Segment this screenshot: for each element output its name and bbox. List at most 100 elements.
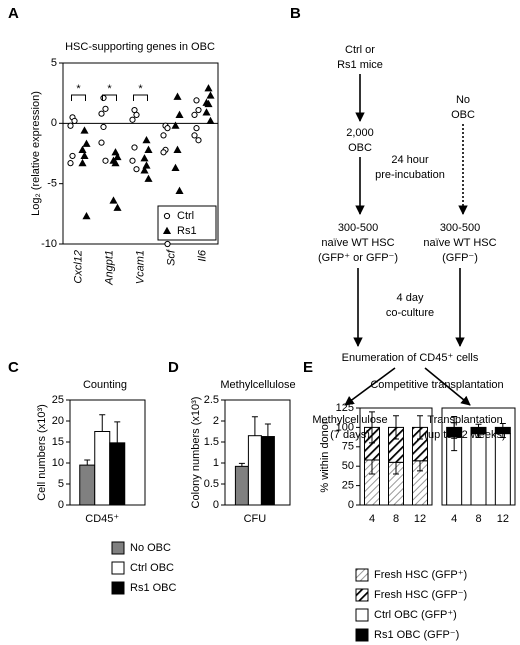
point — [191, 132, 198, 139]
y-tick-label: 0 — [51, 117, 57, 129]
point — [173, 145, 182, 153]
x-tick-label: CD45⁺ — [85, 513, 119, 525]
legend-swatch — [355, 608, 369, 622]
panel-label: B — [290, 5, 301, 22]
point — [195, 106, 202, 114]
error-bar — [251, 416, 258, 436]
flow-node-text: No — [456, 94, 470, 106]
point — [140, 154, 149, 162]
y-tick-label: 50 — [342, 460, 354, 472]
chart-title: Counting — [83, 379, 127, 391]
x-tick-label: 8 — [393, 513, 399, 525]
flow-node-text: OBC — [348, 142, 372, 154]
x-tick-label: 12 — [497, 513, 509, 525]
legend-marker — [162, 226, 172, 235]
significance-bracket — [102, 94, 117, 101]
y-tick-label: 0.5 — [204, 478, 219, 490]
point — [202, 108, 211, 116]
y-tick-label: -5 — [47, 178, 57, 190]
point — [80, 151, 89, 159]
legend-label: Ctrl OBC (GFP⁺) — [374, 609, 457, 621]
flow-node-text: Methylcellulose — [312, 414, 387, 426]
point — [171, 163, 180, 172]
y-tick-label: 100 — [336, 421, 354, 433]
legend-label: Rs1 OBC (GFP⁻) — [374, 629, 459, 641]
legend-label: No OBC — [130, 542, 171, 554]
legend-label: Rs1 — [177, 225, 197, 237]
y-tick-label: 2.5 — [204, 394, 219, 406]
significance-bracket — [71, 94, 86, 101]
significance-bracket — [133, 94, 148, 101]
error-bar — [475, 423, 482, 432]
y-tick-label: 5 — [51, 57, 57, 69]
bar — [260, 436, 275, 506]
point — [193, 97, 200, 104]
point — [98, 139, 105, 146]
legend-label: Ctrl — [177, 210, 194, 222]
significance-label: * — [138, 83, 143, 95]
legend-label: Fresh HSC (GFP⁻) — [374, 589, 467, 601]
point — [82, 139, 91, 147]
legend-swatch — [111, 581, 125, 595]
point — [100, 123, 107, 131]
point — [171, 121, 180, 129]
point — [191, 111, 198, 118]
x-tick-label: Il6 — [196, 249, 208, 262]
legend-swatch — [355, 588, 369, 602]
x-tick-label: 8 — [475, 513, 481, 525]
panel-label: D — [168, 359, 179, 376]
y-axis-label: Colony numbers (x10³) — [190, 397, 202, 509]
y-tick-label: 5 — [58, 478, 64, 490]
error-bar — [99, 414, 106, 432]
flow-node-text: (up to 12 weeks) — [424, 429, 505, 441]
point — [173, 92, 182, 100]
flow-node-text: Enumeration of CD45⁺ cells — [342, 352, 479, 364]
legend-label: Ctrl OBC — [130, 562, 174, 574]
point — [206, 116, 215, 124]
error-bar — [417, 415, 423, 440]
y-tick-label: 2 — [213, 415, 219, 427]
legend-swatch — [111, 541, 125, 555]
point — [175, 186, 184, 194]
y-tick-label: 20 — [52, 415, 64, 427]
point — [129, 116, 136, 123]
y-axis-label: % within donor — [319, 420, 331, 492]
point — [111, 148, 120, 156]
y-tick-label: 15 — [52, 436, 64, 448]
point — [144, 174, 153, 182]
flow-node-text: 300-500 — [338, 222, 378, 234]
y-tick-label: 1 — [213, 457, 219, 469]
point — [204, 84, 213, 92]
y-tick-label: 1.5 — [204, 436, 219, 448]
point — [67, 122, 74, 129]
error-bar — [369, 411, 375, 444]
panel-label: E — [303, 359, 313, 376]
y-tick-label: 0 — [348, 499, 354, 511]
point — [204, 99, 213, 108]
bar-segment — [494, 433, 511, 506]
point — [98, 110, 105, 117]
point — [160, 132, 167, 139]
error-bar — [84, 459, 91, 466]
flow-arrows — [344, 74, 471, 406]
flow-node-text: naïve WT HSC — [423, 237, 496, 249]
bar — [247, 435, 262, 506]
point — [131, 144, 138, 151]
bar — [79, 464, 96, 506]
chart-title: Methylcellulose — [220, 379, 295, 391]
plot-frame — [62, 62, 219, 245]
x-tick-label: Cxcl12 — [72, 250, 84, 284]
point — [164, 125, 171, 132]
error-bar — [114, 421, 121, 443]
y-axis-label: Cell numbers (x10³) — [36, 404, 48, 501]
error-bar — [451, 416, 458, 439]
y-tick-label: 10 — [52, 457, 64, 469]
legend-swatch — [111, 561, 125, 575]
flow-node-text: 4 day — [397, 292, 424, 304]
flow-node-text: 300-500 — [440, 222, 480, 234]
point — [133, 111, 140, 118]
point — [100, 94, 107, 102]
legend-swatch — [355, 628, 369, 642]
point — [102, 105, 109, 112]
